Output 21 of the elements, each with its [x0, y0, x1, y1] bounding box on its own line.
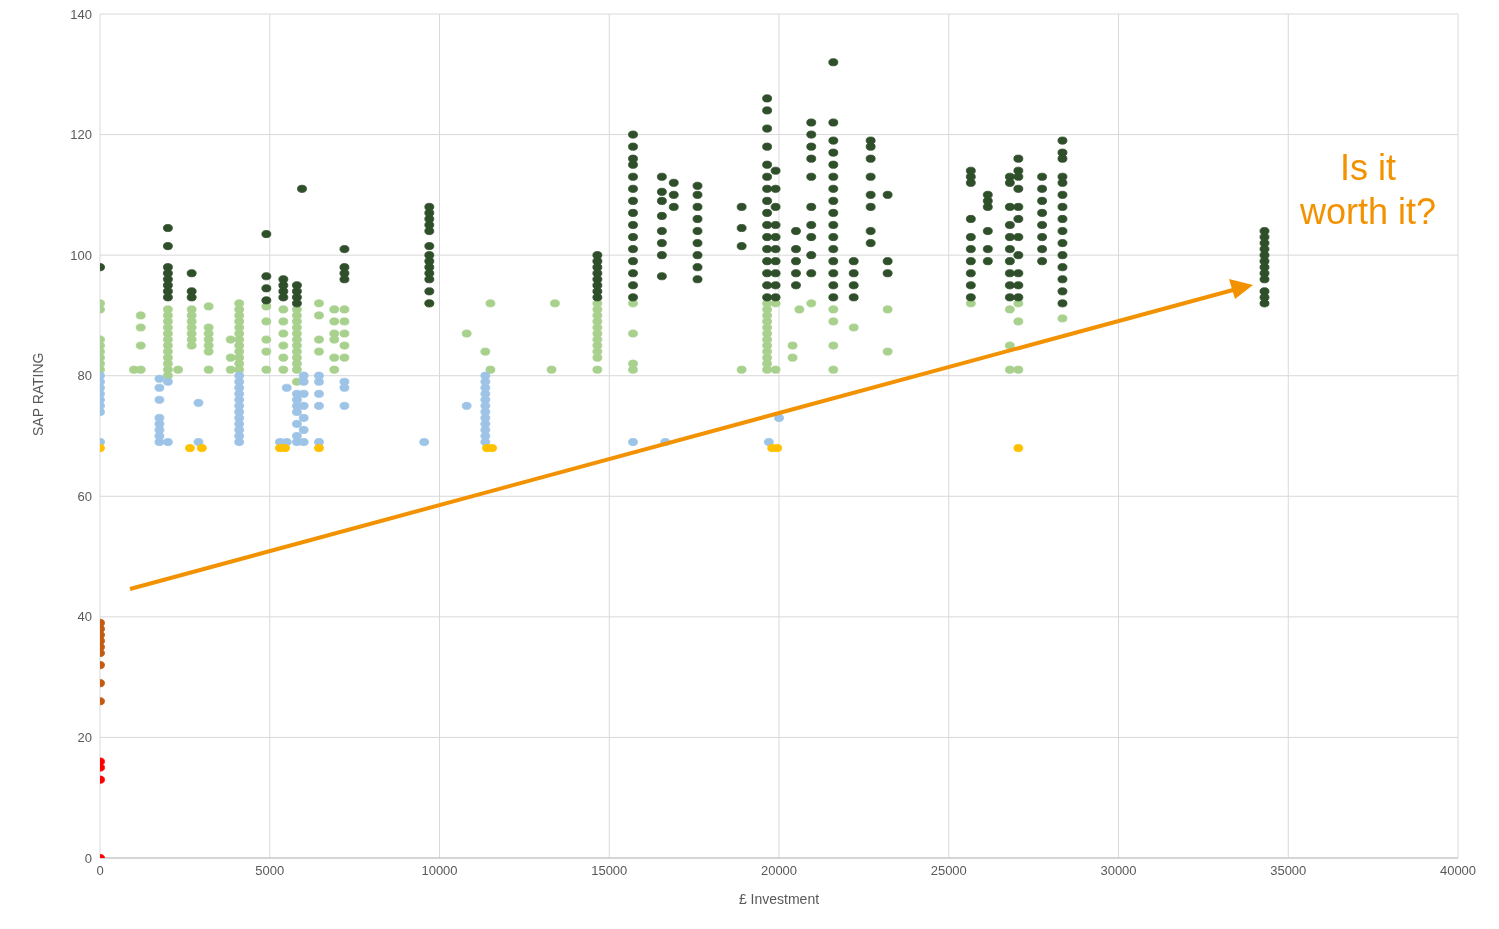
y-tick-label: 20	[77, 730, 92, 746]
x-tick-label: 40000	[1439, 863, 1477, 879]
y-tick-label: 120	[70, 127, 92, 143]
y-tick-label: 80	[77, 368, 92, 384]
x-tick-label: 15000	[591, 863, 628, 879]
annotation: Is it worth it?	[1298, 146, 1438, 234]
point	[1013, 443, 1024, 453]
y-tick-label: 0	[84, 850, 92, 866]
y-tick-label: 100	[70, 247, 92, 263]
x-axis-title: £ Investment	[738, 891, 820, 907]
x-tick-label: 35000	[1270, 863, 1307, 879]
x-tick-label: 20000	[760, 863, 798, 879]
x-tick-label: 30000	[1100, 863, 1137, 879]
y-tick-label: 60	[77, 488, 92, 504]
y-axis-title: SAP RATING	[29, 352, 46, 436]
x-tick-label: 0	[96, 863, 104, 879]
y-tick-label: 40	[77, 609, 92, 625]
y-tick-label: 140	[70, 6, 92, 22]
x-tick-label: 5000	[255, 863, 285, 879]
x-tick-label: 25000	[930, 863, 967, 879]
x-tick-label: 10000	[421, 863, 458, 879]
